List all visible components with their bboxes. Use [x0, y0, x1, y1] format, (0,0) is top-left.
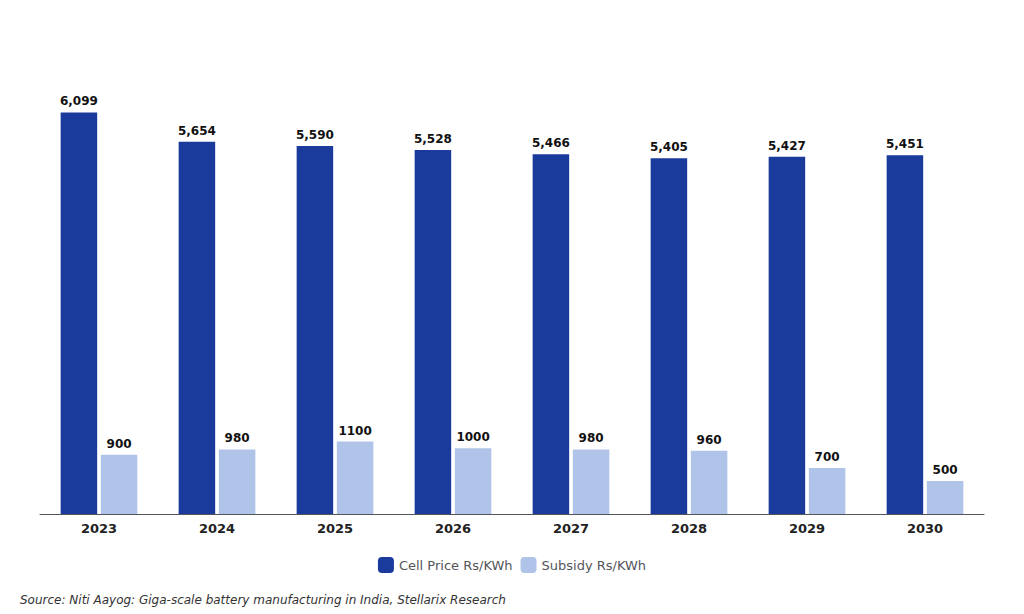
svg-text:Cell Price Rs/KWh: Cell Price Rs/KWh	[399, 558, 513, 573]
svg-text:2025: 2025	[317, 521, 353, 536]
svg-text:980: 980	[225, 431, 250, 445]
svg-text:Subsidy Rs/KWh: Subsidy Rs/KWh	[542, 558, 647, 573]
svg-text:Source: Niti Aayog: Giga-scale: Source: Niti Aayog: Giga-scale battery m…	[20, 593, 506, 607]
svg-text:500: 500	[933, 463, 958, 477]
svg-text:2027: 2027	[553, 521, 589, 536]
svg-text:2024: 2024	[199, 521, 235, 536]
svg-text:5,654: 5,654	[178, 124, 216, 138]
svg-text:2023: 2023	[81, 521, 117, 536]
svg-text:1100: 1100	[338, 424, 371, 438]
svg-text:2029: 2029	[789, 521, 825, 536]
svg-text:1000: 1000	[456, 430, 489, 444]
svg-text:960: 960	[697, 433, 722, 447]
svg-text:5,590: 5,590	[296, 128, 334, 142]
svg-text:5,466: 5,466	[532, 136, 570, 150]
svg-text:5,451: 5,451	[886, 137, 924, 151]
svg-text:980: 980	[579, 431, 604, 445]
svg-text:5,427: 5,427	[768, 139, 806, 153]
svg-text:5,405: 5,405	[650, 140, 688, 154]
svg-text:2030: 2030	[907, 521, 943, 536]
svg-text:2028: 2028	[671, 521, 707, 536]
svg-text:700: 700	[815, 450, 840, 464]
svg-text:5,528: 5,528	[414, 132, 452, 146]
svg-text:900: 900	[107, 437, 132, 451]
svg-text:6,099: 6,099	[60, 94, 98, 108]
svg-text:2026: 2026	[435, 521, 471, 536]
